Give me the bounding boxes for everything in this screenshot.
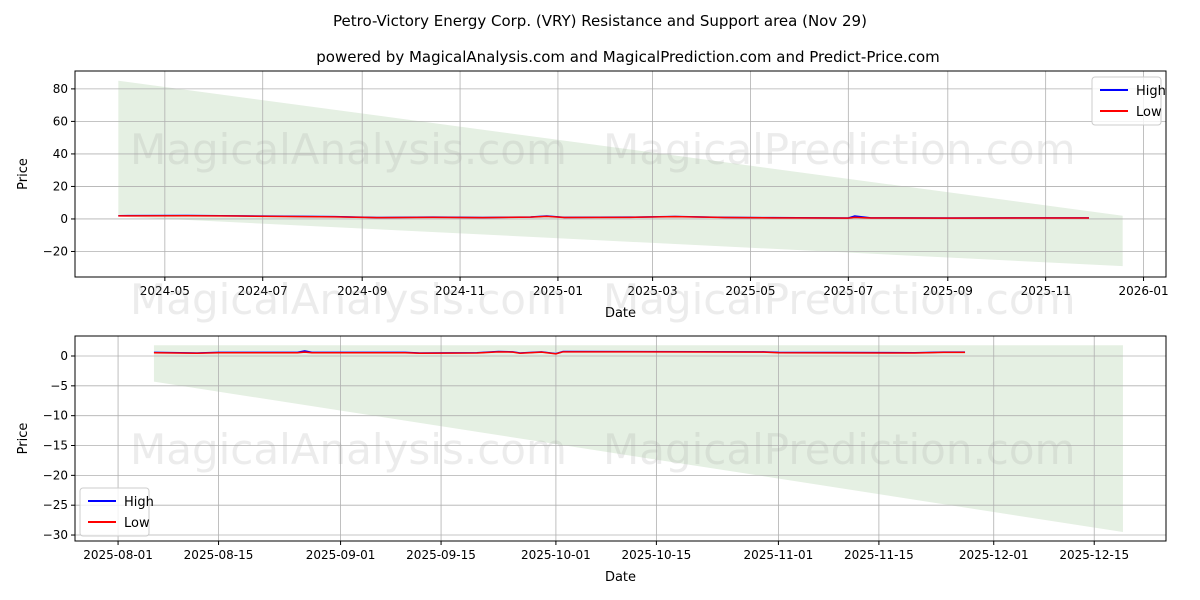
y-tick-label: −5 xyxy=(50,379,68,393)
legend-label-high: High xyxy=(124,495,154,510)
x-tick-label: 2025-10-15 xyxy=(622,548,692,562)
x-axis-label: Date xyxy=(605,570,636,585)
support-resistance-band xyxy=(118,80,1123,267)
legend: High Low xyxy=(1091,76,1166,126)
x-tick-label: 2025-01 xyxy=(533,284,583,298)
x-tick-label: 2025-11-01 xyxy=(744,548,814,562)
y-axis-label: Price xyxy=(16,158,31,190)
x-tick-label: 2025-05 xyxy=(725,284,775,298)
x-tick-label: 2025-07 xyxy=(823,284,873,298)
x-tick-label: 2025-10-01 xyxy=(521,548,591,562)
chart-subtitle: powered by MagicalAnalysis.com and Magic… xyxy=(316,48,940,66)
series-line-low xyxy=(153,351,966,355)
x-tick-label: 2025-11-15 xyxy=(844,548,914,562)
y-tick-label: 80 xyxy=(53,82,68,96)
x-tick-label: 2025-03 xyxy=(628,284,678,298)
y-tick-label: −20 xyxy=(43,244,68,258)
y-tick-label: 20 xyxy=(53,179,68,193)
plot-1: 2024-05 2024-07 2024-09 2024-11 2025-01 2025-… xyxy=(16,70,1169,321)
x-tick-label: 2026-01 xyxy=(1118,284,1168,298)
y-tick-label: −30 xyxy=(43,528,68,542)
plot-2: 2025-08-01 2025-08-15 2025-09-01 2025-09-15… xyxy=(16,335,1167,585)
y-tick-label: 60 xyxy=(53,114,68,128)
support-resistance-band xyxy=(153,345,1123,533)
x-tick-label: 2024-11 xyxy=(435,284,485,298)
y-tick-label: 0 xyxy=(60,349,68,363)
chart-title: Petro-Victory Energy Corp. (VRY) Resista… xyxy=(333,12,867,30)
y-tick-label: −10 xyxy=(43,409,68,423)
x-tick-label: 2024-07 xyxy=(238,284,288,298)
y-tick-label: 0 xyxy=(60,212,68,226)
series-line-low xyxy=(118,214,1089,219)
plot-frame xyxy=(74,335,1167,542)
x-tick-label: 2025-11 xyxy=(1021,284,1071,298)
legend: High Low xyxy=(79,487,154,537)
x-tick-label: 2025-12-15 xyxy=(1059,548,1129,562)
y-tick-label: −20 xyxy=(43,468,68,482)
y-tick-label: 40 xyxy=(53,147,68,161)
x-tick-label: 2025-09 xyxy=(923,284,973,298)
legend-label-low: Low xyxy=(124,516,150,531)
x-tick-label: 2025-09-15 xyxy=(406,548,476,562)
legend-label-low: Low xyxy=(1136,105,1162,120)
x-tick-label: 2025-09-01 xyxy=(306,548,376,562)
x-tick-label: 2024-05 xyxy=(140,284,190,298)
plot-frame xyxy=(74,70,1167,278)
y-axis-label: Price xyxy=(16,423,31,455)
y-tick-label: −25 xyxy=(43,498,68,512)
y-tick-label: −15 xyxy=(43,439,68,453)
x-tick-label: 2024-09 xyxy=(337,284,387,298)
x-tick-label: 2025-08-01 xyxy=(83,548,153,562)
legend-label-high: High xyxy=(1136,84,1166,99)
x-tick-label: 2025-08-15 xyxy=(184,548,254,562)
x-tick-label: 2025-12-01 xyxy=(959,548,1029,562)
x-axis-label: Date xyxy=(605,306,636,321)
